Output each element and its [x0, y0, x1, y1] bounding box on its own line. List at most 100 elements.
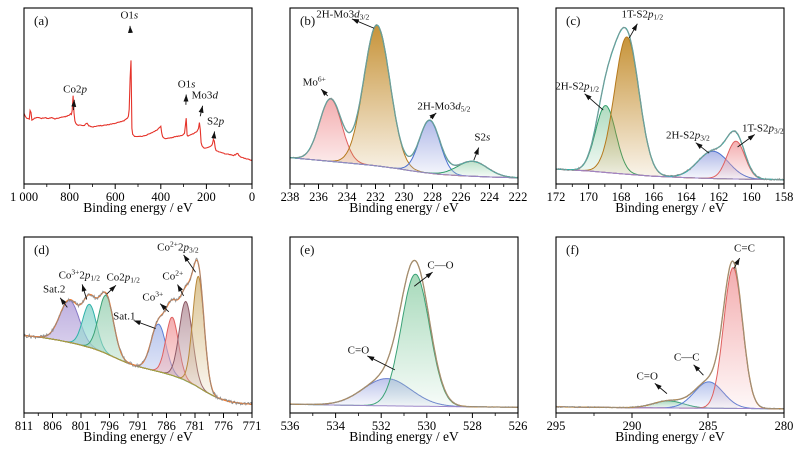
- x-tick-label: 166: [644, 190, 663, 204]
- annotation-arrow: [733, 257, 741, 269]
- x-tick-label: 285: [699, 419, 718, 433]
- x-tick-label: 806: [43, 419, 62, 433]
- annotation-arrow: [177, 284, 184, 297]
- spectrum-canvas-e: 536 534 532 530 528 526: [281, 236, 528, 433]
- spectrum-canvas-a: 1 000 800 600 400 200 0: [10, 7, 255, 204]
- annotation-arrow: [695, 142, 710, 154]
- x-tick-label: 162: [709, 190, 728, 204]
- component-peak-fill: [556, 141, 784, 180]
- x-tick-label: 290: [623, 419, 642, 433]
- x-tick-label: 400: [151, 190, 170, 204]
- panel-e: 536 534 532 530 528 526 C—O C=O (e) Binding en…: [266, 229, 532, 458]
- x-tick-label: 786: [157, 419, 176, 433]
- x-axis-title-d: Binding energy / eV: [83, 429, 193, 444]
- component-peak-fill: [290, 274, 518, 408]
- x-tick-label: 536: [281, 419, 300, 433]
- x-axis-ticks: 811 806 801 796 791 786 781 776 771: [15, 413, 261, 433]
- x-tick-label: 534: [326, 419, 346, 433]
- x-tick-label: 801: [72, 419, 91, 433]
- annotation-arrow: [183, 254, 196, 273]
- annotation-arrow: [584, 93, 604, 111]
- x-axis-title-c: Binding energy / eV: [615, 200, 725, 215]
- annotation-arrow: [59, 297, 68, 308]
- x-tick-label: 226: [452, 190, 471, 204]
- component-peak-fill: [556, 37, 784, 180]
- component-peak-fill: [24, 300, 252, 405]
- annotation-arrow: [413, 271, 433, 287]
- annotation-arrow: [71, 99, 77, 111]
- x-tick-label: 230: [395, 190, 414, 204]
- raw-data-line: [24, 257, 252, 406]
- x-tick-label: 160: [742, 190, 761, 204]
- annotation-arrow: [473, 147, 480, 161]
- x-tick-label: 234: [338, 190, 358, 204]
- x-axis-ticks: 536 534 532 530 528 526: [281, 413, 528, 433]
- component-peak-fill: [556, 267, 784, 409]
- panel-c: 172 170 168 166 164 162 160 158 1T-S2p1/2 2H-S2p…: [532, 0, 798, 229]
- annotation-arrow: [106, 284, 117, 295]
- panel-d: 811 806 801 796 791 786 781 776 771 Sat.2 Co3+2p1…: [0, 229, 266, 458]
- panel-letter-c: (c): [566, 13, 581, 28]
- x-tick-label: 222: [509, 190, 528, 204]
- raw-data-line: [556, 26, 784, 182]
- background-baseline: [24, 335, 252, 405]
- spectrum-canvas-f: 295 290 285 280: [547, 236, 794, 433]
- x-tick-label: 170: [579, 190, 598, 204]
- survey-spectrum-line: [24, 60, 252, 162]
- panel-b: 238 236 234 232 230 228 226 224 222 Mo6+ 2H-Mo3d3…: [266, 0, 532, 229]
- component-peak-fill: [24, 301, 252, 405]
- x-tick-label: 528: [463, 419, 482, 433]
- x-axis-ticks: 1 000 800 600 400 200 0: [10, 184, 255, 204]
- annotation-arrow: [81, 284, 88, 300]
- component-peak-line: [24, 299, 252, 405]
- annotation-arrow: [351, 18, 375, 29]
- x-tick-label: 796: [100, 419, 119, 433]
- x-tick-label: 236: [309, 190, 328, 204]
- x-tick-label: 280: [775, 419, 794, 433]
- x-tick-label: 168: [612, 190, 631, 204]
- component-peak-line: [24, 300, 252, 405]
- annotation-arrow: [198, 105, 204, 117]
- x-axis-title-f: Binding energy / eV: [615, 429, 725, 444]
- component-peak-fill: [24, 295, 252, 405]
- x-tick-label: 158: [775, 190, 794, 204]
- x-axis-title-b: Binding energy / eV: [349, 200, 459, 215]
- raw-data-line: [290, 260, 518, 408]
- component-peak-fill: [24, 304, 252, 405]
- panel-letter-f: (f): [566, 242, 579, 257]
- x-tick-label: 232: [366, 190, 385, 204]
- x-tick-label: 530: [417, 419, 436, 433]
- x-tick-label: 811: [15, 419, 33, 433]
- x-axis-ticks: 295 290 285 280: [547, 413, 794, 433]
- panel-letter-b: (b): [300, 13, 316, 28]
- spectrum-canvas-c: 172 170 168 166 164 162 160 158: [547, 7, 794, 204]
- component-peak-fill: [24, 276, 252, 405]
- x-tick-label: 1 000: [10, 190, 38, 204]
- raw-data-line: [556, 260, 784, 410]
- spectrum-canvas-b: 238 236 234 232 230 228 226 224 222: [281, 7, 528, 204]
- annotation-arrow: [429, 112, 437, 120]
- x-tick-label: 238: [281, 190, 300, 204]
- annotation-arrow: [654, 383, 668, 394]
- panel-letter-e: (e): [300, 242, 315, 257]
- component-peak-fill: [556, 400, 784, 409]
- x-tick-label: 224: [480, 190, 500, 204]
- x-axis-title-a: Binding energy / eV: [83, 200, 193, 215]
- panel-a: 1 000 800 600 400 200 0 O1s Co2p O1s Mo3d S2p (a)…: [0, 0, 266, 229]
- x-tick-label: 526: [509, 419, 528, 433]
- x-axis-ticks: 238 236 234 232 230 228 226 224 222: [281, 184, 528, 204]
- annotation-arrow: [628, 23, 638, 39]
- x-tick-label: 200: [197, 190, 216, 204]
- annotation-arrow: [133, 320, 156, 329]
- annotation-arrow: [320, 88, 329, 97]
- x-axis-title-e: Binding energy / eV: [349, 429, 459, 444]
- panel-letter-d: (d): [34, 242, 50, 257]
- x-tick-label: 532: [372, 419, 391, 433]
- spectrum-canvas-d: 811 806 801 796 791 786 781 776 771: [15, 236, 261, 433]
- annotation-arrow: [159, 303, 170, 313]
- plot-frame: [23, 7, 253, 185]
- x-tick-label: 172: [547, 190, 566, 204]
- annotation-arrow: [737, 134, 756, 148]
- x-tick-label: 164: [677, 190, 697, 204]
